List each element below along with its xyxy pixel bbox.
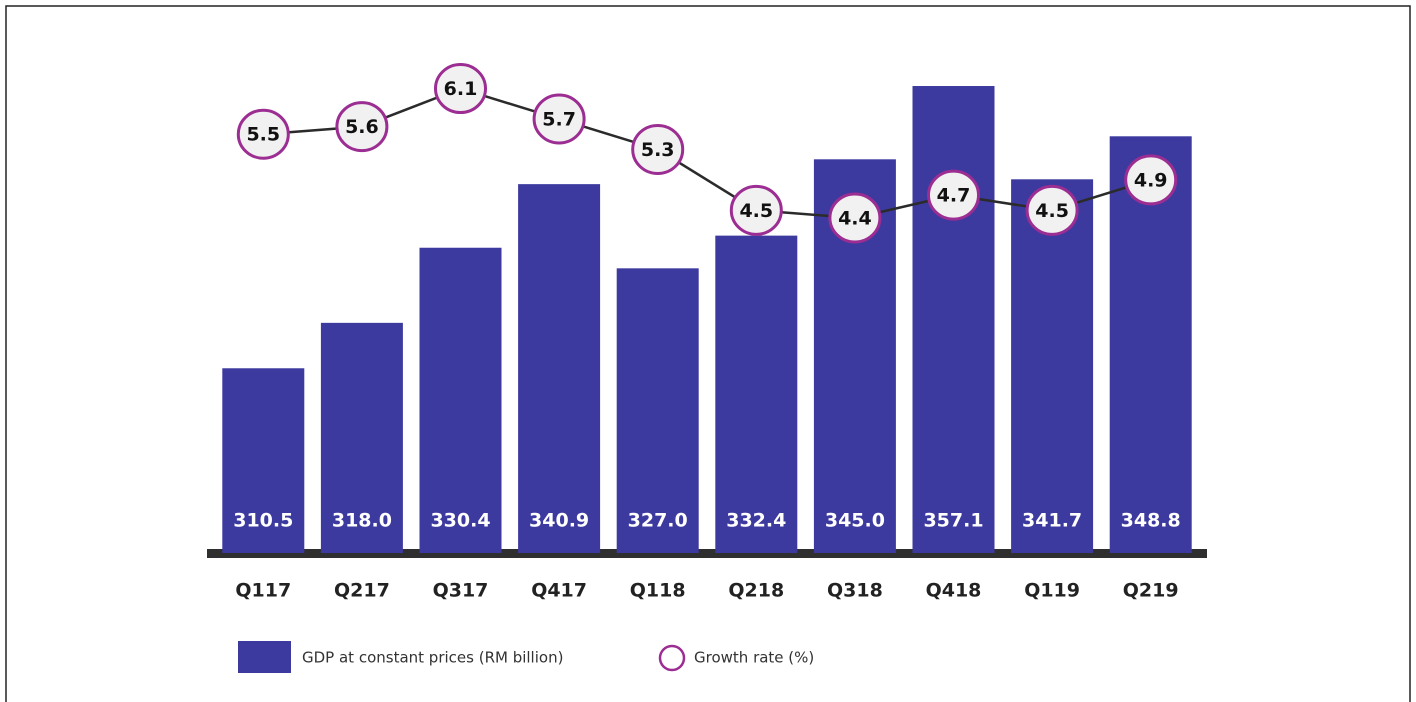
x-tick-label: Q117: [235, 580, 291, 602]
legend-swatch: [238, 641, 291, 673]
x-tick-label: Q318: [827, 580, 883, 602]
growth-value-label: 5.7: [542, 108, 576, 130]
x-tick-label: Q418: [926, 580, 982, 602]
bar-value-label: 340.9: [529, 510, 589, 532]
growth-marker: [532, 93, 586, 145]
growth-value-label: 4.4: [838, 207, 872, 229]
bar: [1011, 179, 1094, 553]
bar-value-label: 348.8: [1121, 510, 1181, 532]
bar: [518, 184, 601, 553]
growth-marker: [927, 169, 980, 221]
growth-marker: [631, 123, 685, 175]
bar: [419, 247, 502, 553]
bar: [616, 268, 699, 553]
baseline: [207, 549, 1207, 558]
bar: [320, 322, 403, 553]
x-tick-label: Q218: [728, 580, 784, 602]
bar-value-label: 310.5: [233, 510, 293, 532]
bar-value-label: 357.1: [923, 510, 983, 532]
growth-marker: [236, 108, 290, 160]
growth-line: [263, 87, 1152, 220]
bar-value-label: 330.4: [430, 510, 490, 532]
bar-value-label: 341.7: [1022, 510, 1082, 532]
growth-value-label: 5.6: [345, 116, 379, 138]
growth-value-label: 4.5: [739, 200, 773, 222]
frame: [5, 5, 1411, 702]
growth-value-label: 4.9: [1134, 169, 1168, 191]
bar: [715, 235, 798, 553]
growth-value-label: 4.7: [937, 185, 971, 207]
x-tick-label: Q118: [630, 580, 686, 602]
growth-marker: [1025, 184, 1079, 236]
growth-marker: [434, 63, 487, 115]
legend-marker: [658, 644, 686, 672]
bar: [1109, 136, 1192, 554]
growth-value-label: 5.5: [246, 124, 280, 146]
bar: [222, 368, 305, 553]
growth-marker: [828, 192, 882, 244]
growth-value-label: 4.5: [1035, 200, 1069, 222]
x-tick-label: Q417: [531, 580, 587, 602]
bar: [912, 86, 995, 553]
x-tick-label: Q119: [1024, 580, 1080, 602]
bar-value-label: 345.0: [825, 510, 885, 532]
legend-label: Growth rate (%): [694, 649, 814, 667]
bar-value-label: 327.0: [628, 510, 688, 532]
growth-marker: [729, 184, 783, 236]
growth-marker: [335, 101, 389, 153]
legend-label: GDP at constant prices (RM billion): [302, 649, 563, 667]
growth-value-label: 6.1: [444, 78, 478, 100]
x-tick-label: Q217: [334, 580, 390, 602]
growth-value-label: 5.3: [641, 139, 675, 161]
x-tick-label: Q317: [433, 580, 489, 602]
bar-value-label: 332.4: [726, 510, 786, 532]
bar-value-label: 318.0: [332, 510, 392, 532]
x-tick-label: Q219: [1123, 580, 1179, 602]
growth-marker: [1124, 154, 1178, 206]
